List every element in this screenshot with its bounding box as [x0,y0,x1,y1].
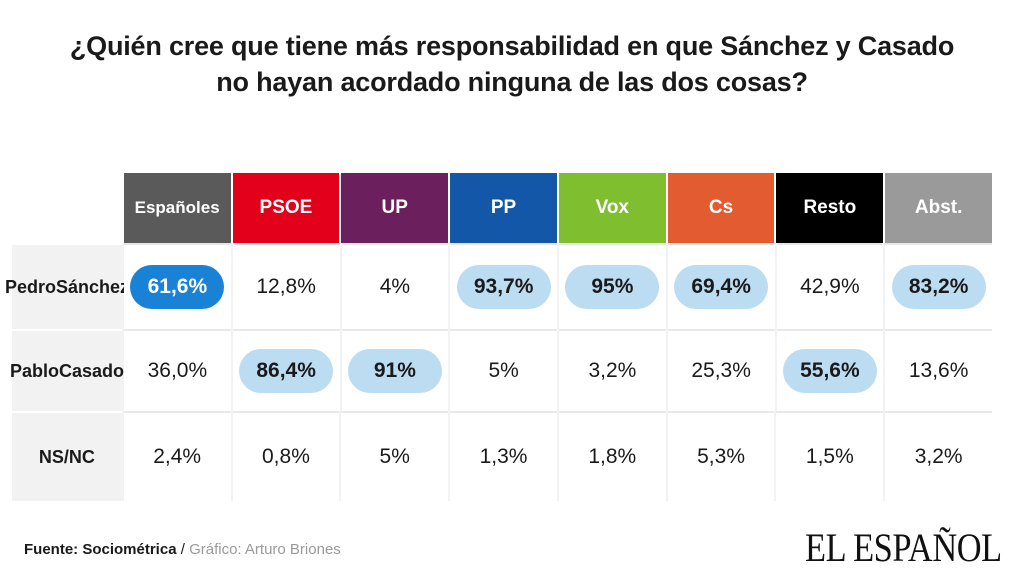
value-cell: 1,5% [776,411,884,501]
table-row: Pablo Casado 36,0% 86,4% 91% 5% 3,2% 25,3% 55,6%… [9,329,992,411]
value-text: 1,8% [588,445,637,468]
credit-text: Gráfico: Arturo Briones [189,541,341,558]
corner-cell [12,173,122,243]
value-text: 3,2% [914,445,963,468]
value-text: 36,0% [147,359,208,382]
value-text: 3,2% [588,359,637,382]
highlight-pill: 61,6% [130,265,225,309]
value-text: 12,8% [256,275,316,298]
column-header: PP [450,173,557,243]
highlight-pill: 55,6% [782,349,877,393]
row-label: Pablo Casado [9,329,125,411]
value-cell: 0,8% [232,411,340,501]
header-row: Españoles PSOE UP PP Vox Cs Resto Abst. [12,173,993,243]
column-header: Españoles [123,173,231,243]
value-text: 5% [379,445,410,468]
source-separator: / [180,541,185,558]
value-cell: 13,6% [885,329,992,411]
row-label: Pedro Sánchez [5,243,129,329]
value-cell: 55,6% [776,329,884,411]
value-text: 42,9% [800,275,860,298]
row-label-line: NS/NC [38,447,95,467]
value-cell: 3,2% [559,329,666,411]
value-cell: 4% [341,243,449,329]
value-cell: 61,6% [124,243,231,329]
table-row: Pedro Sánchez 61,6% 12,8% 4% 93,7% 95% 69,4% 42,… [5,243,992,329]
table-row: NS/NC 2,4% 0,8% 5% 1,3% 1,8% 5,3% 1,5% 3,2% [12,411,993,501]
row-label-line: Sánchez [56,277,130,297]
column-header: Resto [776,173,884,243]
value-text: 1,3% [479,445,528,468]
value-cell: 69,4% [667,243,775,329]
value-text: 13,6% [908,359,969,382]
brand-logo: EL ESPAÑOL [805,525,1002,570]
value-cell: 1,3% [450,411,557,501]
row-label-line: Pedro [4,277,56,297]
title-line-2: no hayan acordado ninguna de las dos cos… [216,67,808,97]
value-cell: 42,9% [776,243,884,329]
value-cell: 93,7% [450,243,557,329]
row-label: NS/NC [12,411,122,501]
column-header: Vox [558,173,666,243]
value-cell: 12,8% [232,243,340,329]
source-note: Fuente: Sociométrica / Gráfico: Arturo B… [24,541,341,558]
value-cell: 86,4% [232,329,340,411]
value-cell: 5,3% [667,411,775,501]
highlight-pill: 69,4% [674,265,769,309]
column-header: Abst. [885,173,993,243]
source-label: Fuente: Sociométrica [24,541,177,558]
value-cell: 83,2% [885,243,992,329]
chart-title: ¿Quién cree que tiene más responsabilida… [0,28,1024,100]
highlight-pill: 93,7% [456,265,551,309]
highlight-pill: 95% [565,265,660,309]
value-cell: 2,4% [123,411,231,501]
value-cell: 95% [559,243,666,329]
value-text: 1,5% [805,445,854,468]
row-label-line: Pablo [9,361,59,381]
value-cell: 5% [450,329,557,411]
column-header: PSOE [232,173,340,243]
value-cell: 25,3% [667,329,775,411]
value-cell: 5% [341,411,449,501]
highlight-pill: 91% [347,349,442,393]
column-header: Cs [667,173,775,243]
results-table: Españoles PSOE UP PP Vox Cs Resto Abst. Pedro Sá… [5,173,993,503]
highlight-pill: 83,2% [891,265,986,309]
value-cell: 1,8% [558,411,666,501]
value-text: 5,3% [697,445,745,468]
value-text: 5% [488,359,519,382]
value-text: 4% [379,275,411,298]
value-text: 0,8% [262,445,310,468]
highlight-pill: 86,4% [239,349,334,393]
title-line-1: ¿Quién cree que tiene más responsabilida… [69,31,955,61]
value-text: 25,3% [691,359,751,382]
value-cell: 36,0% [124,329,231,411]
value-text: 2,4% [153,445,202,468]
value-cell: 3,2% [885,411,993,501]
column-header: UP [341,173,449,243]
row-label-line: Casado [59,361,125,381]
value-cell: 91% [341,329,449,411]
